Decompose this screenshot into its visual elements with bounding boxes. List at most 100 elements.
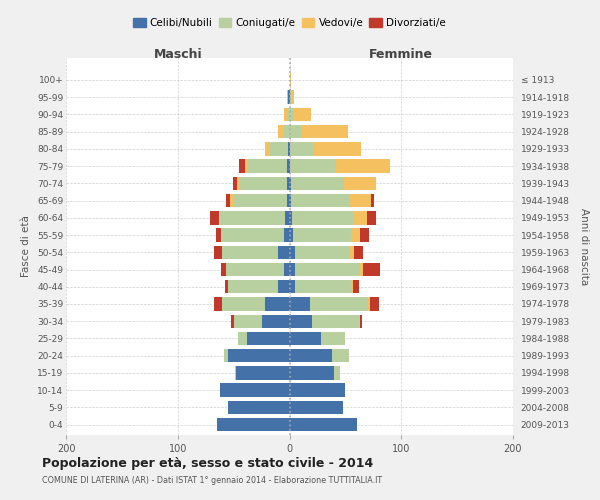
Bar [228,400,290,414]
Bar [221,228,223,242]
Bar [301,125,347,138]
Bar [285,211,290,224]
Bar [219,211,220,224]
Text: Femmine: Femmine [369,48,433,61]
Bar [290,108,294,121]
Bar [224,280,228,293]
Bar [265,298,290,310]
Bar [292,90,294,104]
Bar [241,176,287,190]
Bar [290,228,293,242]
Bar [210,211,219,224]
Text: Maschi: Maschi [154,48,202,61]
Bar [220,384,290,397]
Bar [221,263,226,276]
Bar [278,280,290,293]
Bar [278,125,284,138]
Bar [344,176,376,190]
Bar [269,142,289,156]
Bar [223,298,265,310]
Legend: Celibi/Nubili, Coniugati/e, Vedovi/e, Divorziati/e: Celibi/Nubili, Coniugati/e, Vedovi/e, Di… [131,16,448,30]
Bar [223,246,278,259]
Bar [349,246,355,259]
Bar [236,366,290,380]
Bar [290,384,346,397]
Bar [262,314,290,328]
Bar [237,176,241,190]
Bar [224,349,228,362]
Bar [337,160,390,173]
Bar [351,280,353,293]
Bar [233,176,237,190]
Text: COMUNE DI LATERINA (AR) - Dati ISTAT 1° gennaio 2014 - Elaborazione TUTTITALIA.I: COMUNE DI LATERINA (AR) - Dati ISTAT 1° … [42,476,382,485]
Bar [295,263,360,276]
Bar [360,314,362,328]
Bar [312,314,359,328]
Bar [278,246,290,259]
Bar [223,228,284,242]
Bar [245,160,248,173]
Bar [290,160,337,173]
Bar [355,246,363,259]
Bar [233,194,287,207]
Text: Popolazione per età, sesso e stato civile - 2014: Popolazione per età, sesso e stato civil… [42,458,373,470]
Bar [290,366,334,380]
Bar [349,194,371,207]
Bar [321,332,346,345]
Bar [351,228,360,242]
Y-axis label: Fasce di età: Fasce di età [22,216,31,277]
Bar [287,90,289,104]
Bar [228,349,290,362]
Bar [284,263,290,276]
Bar [290,246,295,259]
Bar [290,194,349,207]
Bar [284,228,290,242]
Bar [353,211,367,224]
Bar [284,108,287,121]
Bar [230,194,233,207]
Bar [214,298,223,310]
Bar [290,142,314,156]
Bar [371,194,374,207]
Bar [232,314,233,328]
Bar [290,332,321,345]
Bar [295,280,351,293]
Bar [287,108,290,121]
Bar [217,418,290,432]
Bar [216,228,221,242]
Bar [332,349,349,362]
Bar [293,228,351,242]
Bar [239,160,245,173]
Bar [370,298,379,310]
Bar [290,125,301,138]
Bar [220,211,285,224]
Bar [290,349,332,362]
Bar [359,314,360,328]
Bar [290,418,356,432]
Bar [228,280,278,293]
Bar [289,142,290,156]
Bar [290,90,292,104]
Bar [233,314,262,328]
Bar [314,142,361,156]
Bar [292,211,353,224]
Bar [265,142,269,156]
Bar [368,298,370,310]
Bar [287,194,290,207]
Bar [334,366,340,380]
Bar [363,263,380,276]
Bar [287,160,290,173]
Bar [310,298,368,310]
Bar [290,400,343,414]
Bar [214,246,223,259]
Y-axis label: Anni di nascita: Anni di nascita [580,208,589,285]
Bar [287,176,290,190]
Bar [360,263,363,276]
Bar [226,263,284,276]
Bar [290,298,310,310]
Bar [235,366,236,380]
Bar [238,332,247,345]
Bar [353,280,359,293]
Bar [290,176,344,190]
Bar [360,228,369,242]
